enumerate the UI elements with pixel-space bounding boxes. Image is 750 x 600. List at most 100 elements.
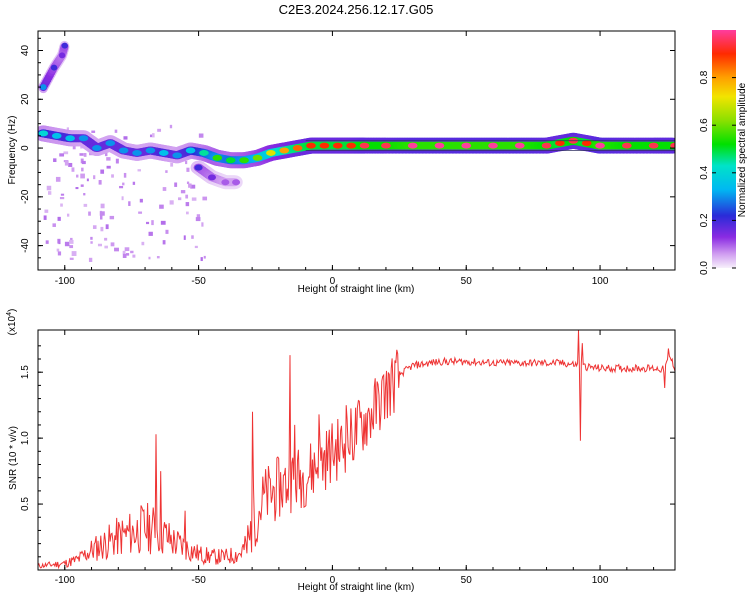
spectrogram-speckle — [66, 213, 70, 217]
spectrogram-speckle — [88, 211, 91, 216]
colorbar-tick-label: 0.4 — [699, 165, 710, 179]
spectrogram-x-axis: -100 -50 0 50 100 — [37, 31, 655, 287]
spectrogram-speckle — [139, 198, 143, 203]
spectrogram-ridge-core — [622, 142, 632, 149]
colorbar-gradient — [712, 30, 736, 268]
spectrogram-speckle — [152, 133, 155, 138]
spectrogram-speckle — [70, 237, 73, 241]
spectrogram-speckle — [76, 174, 79, 178]
spectrogram-speckle — [90, 241, 93, 244]
spectrogram-speckle — [71, 167, 75, 172]
spectrogram-speckle — [141, 241, 145, 246]
spectrogram-speckle — [63, 151, 69, 155]
spectrogram-speckle — [80, 146, 83, 149]
spectrogram-ridge-core — [252, 154, 263, 161]
spectrogram-branch-core — [194, 164, 203, 171]
spectrogram-ridge-core — [381, 142, 391, 149]
spectrogram-ridge-core — [78, 135, 89, 142]
spectrogram-ridge-core — [38, 130, 49, 137]
spectrogram-speckle — [110, 242, 115, 247]
spectrogram-ridge-core — [51, 132, 62, 139]
spectrogram-speckle — [69, 245, 74, 249]
spectrogram-speckle — [100, 169, 105, 174]
spectrogram-ridge-core — [541, 142, 552, 149]
spectrogram-speckle — [183, 235, 186, 240]
spectrogram-ridge-core — [65, 135, 75, 142]
spectrogram-speckle — [198, 133, 204, 138]
snr-x-tick-label: -100 — [55, 575, 75, 586]
spectrogram-x-tick-label: -50 — [191, 276, 206, 287]
spectrogram-arc-core — [50, 64, 58, 71]
spectrogram-speckle — [69, 239, 74, 244]
spectrogram-speckle — [71, 251, 77, 256]
spectrogram-speckle — [93, 175, 96, 180]
spectrogram-speckle — [137, 169, 142, 172]
spectrogram-speckle — [125, 253, 130, 256]
spectrogram-ridge-core — [581, 140, 592, 147]
spectrogram-speckle — [169, 124, 173, 129]
spectrogram-speckle — [56, 248, 60, 252]
spectrogram-speckle — [191, 197, 197, 201]
spectrogram-speckle — [80, 184, 84, 187]
spectrogram-speckle — [200, 257, 203, 262]
spectrogram-speckle — [185, 194, 189, 199]
colorbar-label: Normalized spectral amplitude — [737, 82, 748, 217]
spectrogram-ridge-core — [488, 142, 498, 149]
spectrogram-panel: -100 -50 0 50 100 -40 -20 0 20 40 Height of stra… — [7, 30, 676, 295]
spectrogram-speckle — [53, 158, 57, 162]
spectrogram-speckle — [123, 136, 128, 140]
spectrogram-speckle — [83, 193, 86, 196]
spectrogram-speckle — [138, 211, 143, 214]
spectrogram-speckle — [75, 187, 79, 190]
spectrogram-ridge-core — [555, 140, 565, 147]
spectrogram-ridge-core — [266, 149, 276, 156]
spectrogram-ridge-core — [514, 142, 525, 149]
spectrogram-speckle — [83, 153, 87, 157]
snr-x-label: Height of straight line (km) — [298, 582, 415, 593]
spectrogram-ridge-core — [306, 142, 316, 149]
snr-y-axis: 0.5 1.0 1.5 — [20, 345, 675, 558]
spectrogram-speckle — [69, 257, 74, 260]
spectrogram-speckle — [196, 214, 201, 218]
spectrogram-frame — [37, 30, 676, 271]
spectrogram-speckle — [157, 128, 162, 132]
spectrogram-speckle — [100, 203, 105, 209]
snr-x-tick-label: -50 — [191, 575, 206, 586]
spectrogram-speckle — [92, 225, 97, 229]
spectrogram-speckle — [148, 256, 151, 260]
spectrogram-ridge-core — [461, 142, 472, 149]
spectrogram-speckle — [162, 187, 167, 191]
spectrogram-y-tick-label: 20 — [20, 93, 31, 105]
spectrogram-speckle — [48, 191, 52, 195]
spectrogram-speckle — [81, 160, 86, 165]
spectrogram-x-tick-label: 0 — [330, 276, 336, 287]
spectrogram-speckle — [188, 183, 192, 188]
spectrogram-speckle — [72, 145, 76, 150]
spectrogram-arc-core — [61, 42, 68, 49]
spectrogram-heatmap — [38, 40, 675, 262]
spectrogram-ridge-core — [185, 147, 196, 154]
snr-frame — [37, 329, 676, 571]
snr-scale-base: (x10 — [7, 315, 18, 335]
spectrogram-speckle — [203, 255, 206, 259]
spectrogram-speckle — [185, 202, 190, 207]
snr-scale-label: (x104) — [6, 309, 18, 336]
spectrogram-speckle — [99, 214, 103, 220]
svg-text:(x104): (x104) — [6, 309, 18, 336]
spectrogram-speckle — [190, 184, 196, 189]
snr-y-tick-label: 0.5 — [20, 497, 31, 511]
spectrogram-speckle — [170, 162, 174, 167]
spectrogram-speckle — [162, 240, 166, 245]
spectrogram-speckle — [46, 185, 52, 191]
spectrogram-y-label: Frequency (Hz) — [7, 116, 18, 185]
spectrogram-ridge-core — [92, 145, 102, 152]
spectrogram-ridge-core — [648, 142, 659, 149]
spectrogram-speckle — [122, 250, 126, 255]
spectrogram-ridge-core — [212, 154, 223, 161]
spectrogram-x-tick-label: 50 — [461, 276, 473, 287]
spectrogram-x-tick-label: 100 — [592, 276, 609, 287]
spectrogram-speckle — [114, 247, 119, 252]
snr-x-tick-label: 100 — [592, 575, 609, 586]
spectrogram-speckle — [122, 253, 127, 258]
